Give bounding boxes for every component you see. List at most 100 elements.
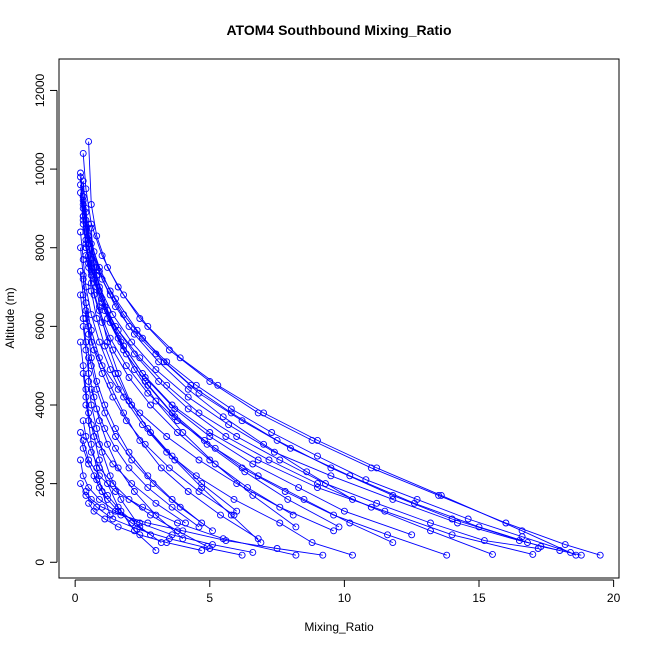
data-point (77, 456, 84, 464)
data-point (289, 511, 297, 519)
data-point (104, 440, 111, 448)
data-point (85, 460, 93, 468)
data-point (219, 413, 227, 421)
data-point (95, 287, 103, 295)
data-point (254, 472, 262, 480)
data-point (241, 468, 249, 476)
data-point (265, 456, 273, 464)
data-point (101, 401, 109, 409)
data-point (362, 476, 370, 484)
data-point (195, 523, 203, 531)
data-point (152, 499, 160, 507)
data-point (163, 358, 171, 366)
data-point (230, 495, 238, 503)
data-point (260, 440, 268, 448)
data-point (176, 354, 184, 362)
data-point (98, 370, 106, 377)
data-point (141, 440, 149, 448)
data-point (87, 421, 95, 429)
x-tick-label: 10 (338, 591, 352, 605)
data-point (95, 263, 103, 271)
data-point (87, 338, 95, 346)
data-point (322, 480, 329, 488)
data-point (98, 503, 106, 511)
series-line (93, 475, 151, 536)
data-point (577, 551, 585, 559)
data-point (389, 491, 397, 499)
data-point (437, 491, 445, 499)
data-point (79, 201, 87, 208)
data-point (233, 433, 241, 440)
data-point (443, 551, 451, 559)
data-point (112, 433, 119, 440)
data-point (128, 519, 136, 527)
series-line (82, 279, 235, 516)
data-point (141, 374, 149, 381)
data-point (314, 436, 321, 444)
data-point (596, 551, 604, 559)
data-point (168, 503, 176, 511)
data-point (85, 138, 93, 146)
series-line (90, 228, 262, 543)
data-point (125, 374, 133, 381)
data-point (163, 433, 171, 440)
data-point (85, 377, 93, 385)
data-point (168, 495, 176, 503)
series-31 (79, 216, 542, 552)
data-point (152, 397, 160, 405)
data-point (117, 495, 125, 503)
series-19 (79, 322, 187, 543)
data-point (346, 519, 354, 527)
series-21 (85, 354, 141, 527)
data-point (136, 519, 144, 527)
data-point (225, 421, 233, 429)
data-point (93, 405, 101, 413)
series-17 (77, 291, 216, 535)
data-point (330, 527, 338, 535)
data-point (82, 338, 90, 346)
data-point (95, 495, 103, 503)
data-point (157, 464, 165, 472)
data-point (82, 244, 90, 252)
series-line (80, 483, 243, 556)
data-point (82, 385, 90, 393)
x-axis-label: Mixing_Ratio (304, 620, 374, 634)
data-point (349, 551, 356, 559)
data-point (217, 511, 224, 519)
data-point (489, 550, 496, 558)
data-point (206, 456, 214, 464)
data-point (184, 385, 192, 393)
data-point (314, 480, 321, 488)
data-point (109, 480, 117, 488)
series-2 (77, 173, 585, 559)
data-point (184, 405, 192, 413)
data-point (82, 307, 90, 315)
data-point (79, 472, 87, 480)
series-18 (82, 307, 206, 527)
data-point (147, 401, 154, 409)
data-point (249, 548, 257, 556)
series-line (88, 357, 138, 524)
data-point (87, 287, 95, 295)
data-point (144, 389, 152, 397)
data-point (195, 456, 203, 464)
series-line (88, 503, 202, 551)
data-point (112, 425, 119, 433)
series-line (80, 192, 447, 556)
series-28 (77, 480, 246, 559)
data-point (93, 425, 101, 433)
series-line (85, 491, 323, 556)
y-tick-label: 12000 (33, 73, 47, 107)
data-point (82, 401, 90, 409)
data-point (125, 495, 133, 503)
data-point (198, 547, 206, 554)
data-point (82, 216, 90, 224)
data-point (106, 366, 114, 374)
data-point (106, 334, 114, 342)
data-point (130, 488, 138, 495)
series-line (82, 220, 539, 549)
data-point (174, 429, 181, 436)
data-point (152, 547, 160, 554)
series-23 (87, 224, 265, 547)
data-point (346, 472, 354, 480)
